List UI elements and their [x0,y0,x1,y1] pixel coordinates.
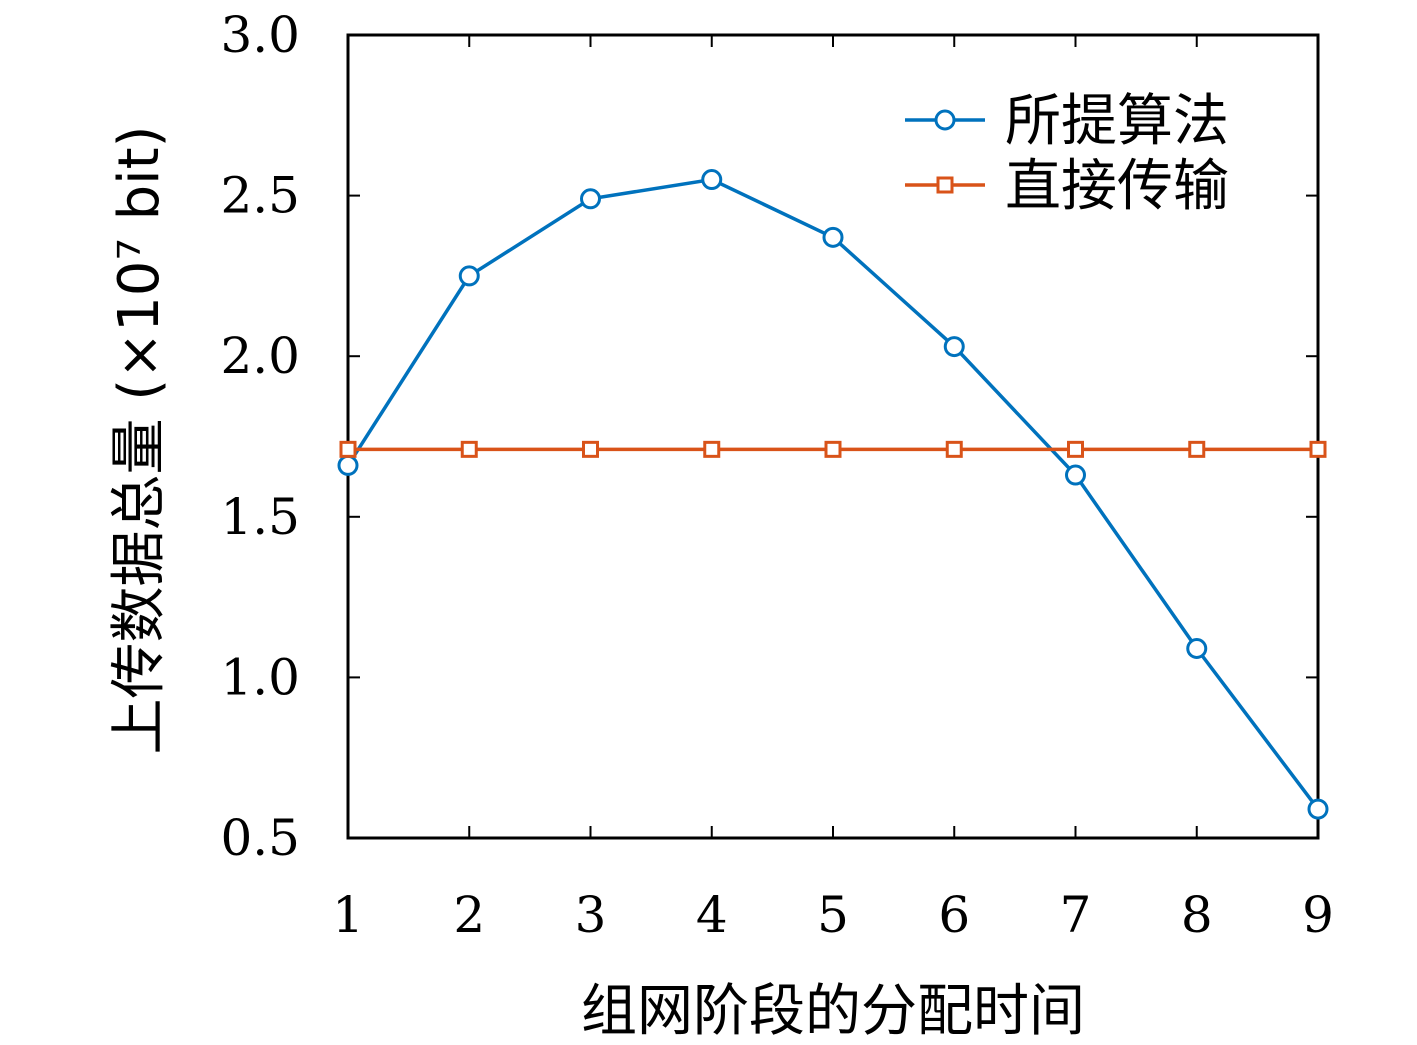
legend-item: 所提算法 [905,89,1229,154]
y-tick-label: 2.5 [220,167,300,225]
x-tick-label: 2 [453,886,485,944]
series-layer [337,169,1329,820]
data-point [1188,440,1206,458]
data-point [1067,440,1084,458]
y-tick-label: 3.0 [220,6,300,64]
legend-swatch-marker [936,176,954,194]
data-point [822,226,844,248]
y-tick-label: 2.0 [220,327,300,385]
data-point [1065,464,1086,486]
data-point [337,454,359,476]
data-point [1186,637,1208,659]
x-tick-label: 3 [575,886,607,944]
y-tick-label: 1.5 [220,488,300,546]
data-point [1307,798,1329,820]
x-tick-label: 1 [332,886,364,944]
legend-swatch-marker [934,109,956,131]
y-tick-label: 0.5 [220,809,300,867]
x-tick-labels: 1 2 3 4 5 6 7 8 9 [332,886,1334,944]
series-2 [339,440,1327,458]
data-point [701,169,723,191]
data-point [460,440,478,458]
series-1 [337,169,1329,820]
data-point [582,440,599,458]
data-point [580,188,601,210]
series-line [346,177,1320,811]
data-point [458,265,480,287]
x-tick-label: 5 [817,886,849,944]
legend-label: 直接传输 [1005,154,1229,219]
data-point [339,440,357,458]
data-point [824,440,842,458]
axis-ticks [347,34,1319,839]
y-tick-labels: 0.5 1.0 1.5 2.0 2.5 3.0 [220,6,300,867]
x-tick-label: 7 [1060,886,1092,944]
x-tick-label: 8 [1181,886,1213,944]
x-tick-label: 9 [1302,886,1334,944]
data-point [1309,440,1327,458]
data-point [945,440,963,458]
y-axis-title: 上传数据总量 (×10⁷ bit) [107,126,172,755]
legend-label: 所提算法 [1005,89,1229,154]
data-point [943,336,965,358]
data-point [703,440,721,458]
y-tick-label: 1.0 [220,648,300,706]
x-axis-title: 组网阶段的分配时间 [581,979,1085,1044]
legend-item: 直接传输 [905,154,1229,219]
x-tick-label: 4 [696,886,728,944]
x-tick-label: 6 [938,886,970,944]
